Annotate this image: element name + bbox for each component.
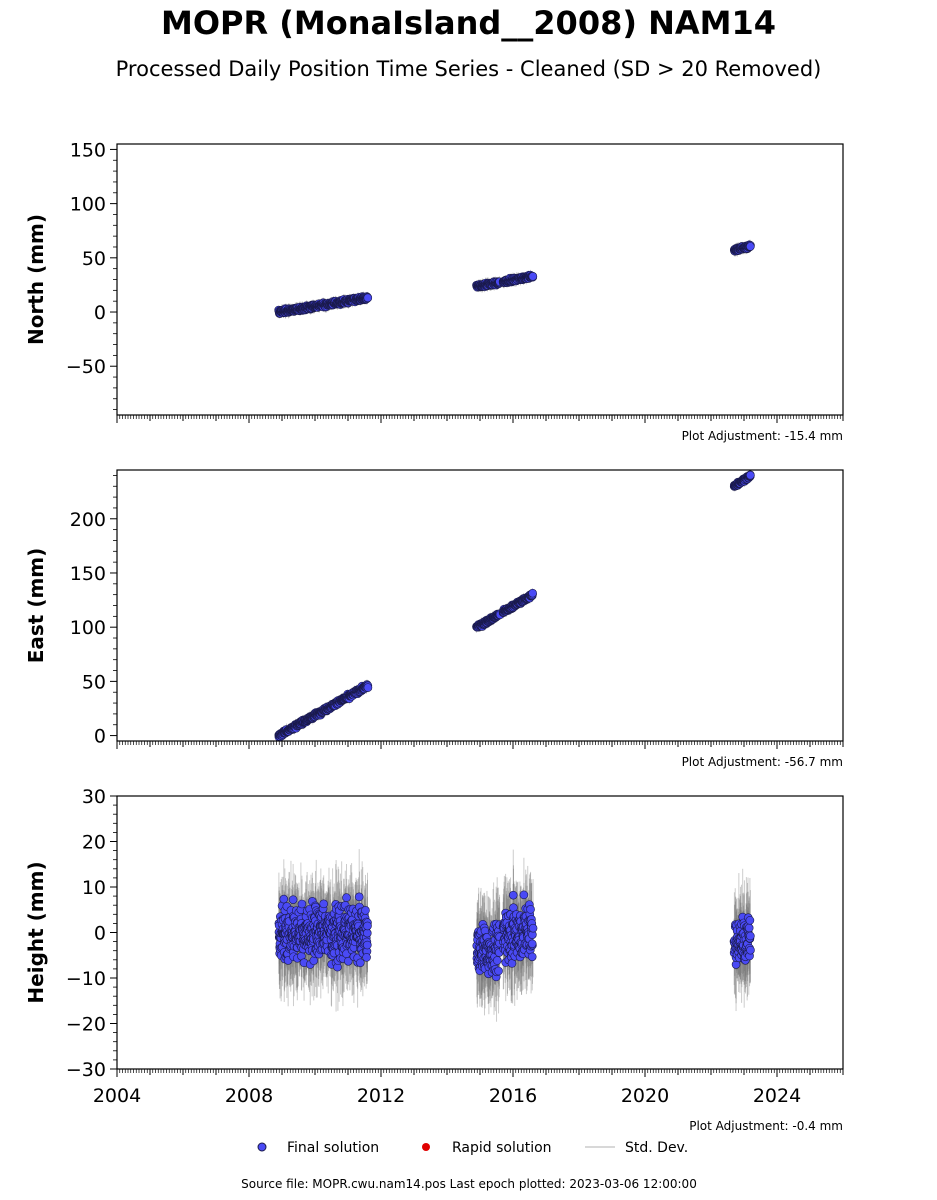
y-tick-label: 0 xyxy=(94,302,106,324)
data-points xyxy=(274,240,755,318)
y-tick-label: 150 xyxy=(70,139,106,161)
chart-subtitle: Processed Daily Position Time Series - C… xyxy=(115,57,822,81)
plot-adjustment: Plot Adjustment: -56.7 mm xyxy=(682,755,843,769)
panel-0: −50 0 50 100 150 North (mm) Plot Adjustment: -… xyxy=(24,139,844,443)
data-points xyxy=(274,890,755,982)
y-tick-label: −50 xyxy=(66,356,106,378)
y-axis-label: East (mm) xyxy=(24,548,48,664)
y-tick-label: 100 xyxy=(70,617,106,639)
y-tick-label: 100 xyxy=(70,194,106,216)
data-point xyxy=(528,588,537,598)
axes-frame xyxy=(116,469,844,742)
y-tick-label: 50 xyxy=(82,248,106,270)
data-points xyxy=(274,470,755,741)
data-point xyxy=(746,242,755,251)
data-point xyxy=(746,470,755,480)
data-point xyxy=(279,894,289,904)
y-axis-label: North (mm) xyxy=(24,214,48,345)
data-point xyxy=(363,683,373,692)
panel-1: 0 50 100 150 200 East (mm) Plot Adjustment: -5… xyxy=(24,469,844,769)
y-tick-label: 0 xyxy=(94,726,106,748)
data-point xyxy=(528,272,538,281)
y-tick-label: 200 xyxy=(70,509,106,531)
y-tick-label: 50 xyxy=(82,671,106,693)
chart-title: MOPR (MonaIsland__2008) NAM14 xyxy=(160,4,777,42)
y-tick-label: 150 xyxy=(70,563,106,585)
plot-adjustment: Plot Adjustment: -15.4 mm xyxy=(682,429,843,443)
data-point xyxy=(363,293,373,303)
